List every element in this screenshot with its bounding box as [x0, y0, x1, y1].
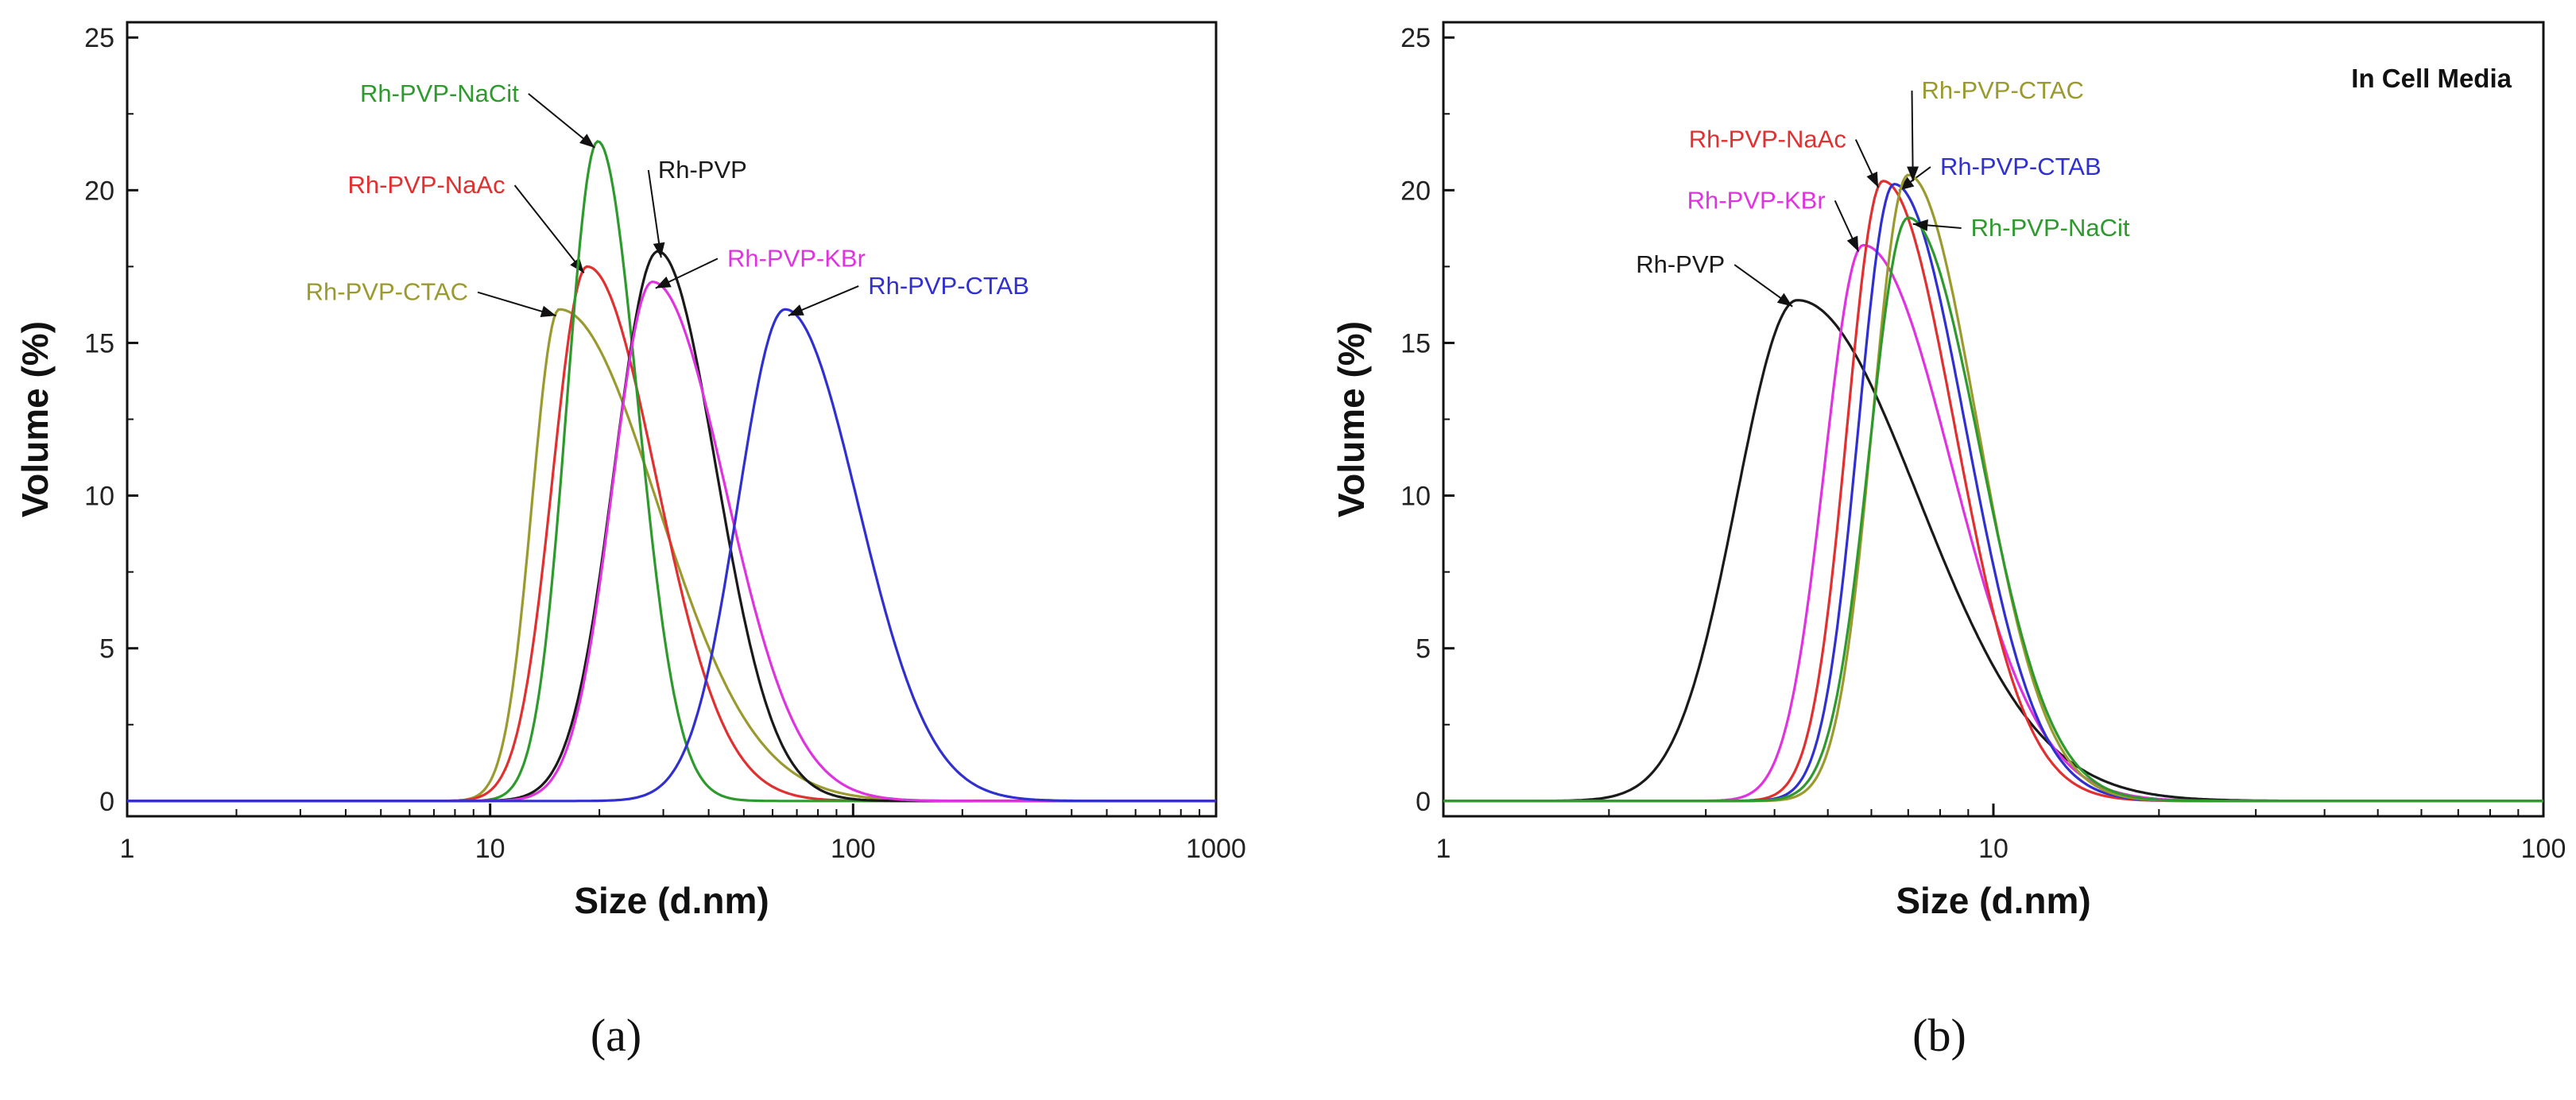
label-arrowhead-rh-pvp-ctac — [1907, 166, 1919, 182]
x-axis-title-b: Size (d.nm) — [1896, 880, 2090, 921]
y-tick-label-a: 25 — [84, 23, 114, 53]
series-label-rh-pvp-ctab: Rh-PVP-CTAB — [1940, 153, 2101, 180]
label-arrowhead-rh-pvp-nacit — [579, 134, 595, 148]
y-tick-label-b: 25 — [1400, 23, 1431, 53]
series-label-rh-pvp-kbr: Rh-PVP-KBr — [727, 244, 866, 272]
y-tick-label-b: 0 — [1416, 787, 1431, 817]
plot-frame-b — [1442, 21, 2545, 818]
series-line-rh-pvp — [127, 250, 1216, 803]
chart-panel-b: 0 5 10 15 20 25 1 10 100 Size (d.nm) Volume (%) In … — [1331, 21, 2566, 1061]
x-tick-label-a: 10 — [475, 834, 506, 864]
series-line-rh-pvp-kbr — [1443, 243, 2543, 803]
x-tick-label-b: 100 — [2521, 834, 2566, 864]
series-label-rh-pvp-nacit: Rh-PVP-NaCit — [1971, 214, 2130, 242]
series-label-rh-pvp-naac: Rh-PVP-NaAc — [347, 171, 505, 199]
series-line-rh-pvp-nacit — [1443, 216, 2543, 803]
y-tick-label-b: 10 — [1400, 482, 1431, 512]
series-line-rh-pvp-kbr — [127, 280, 1216, 803]
y-tick-label-b: 15 — [1400, 328, 1431, 358]
caption-a: (a) — [591, 1009, 641, 1061]
series-line-rh-pvp — [1443, 299, 2543, 803]
label-arrowhead-rh-pvp — [1776, 292, 1793, 307]
chart-title-b: In Cell Media — [2351, 64, 2512, 93]
y-tick-label-b: 5 — [1416, 634, 1431, 664]
y-tick-label-a: 10 — [84, 482, 114, 512]
series-label-rh-pvp: Rh-PVP — [658, 156, 747, 184]
series-line-rh-pvp-naac — [127, 265, 1216, 803]
plot-frame-a — [126, 21, 1218, 818]
y-tick-label-a: 5 — [99, 634, 114, 664]
label-arrowhead-rh-pvp — [653, 242, 665, 258]
y-tick-label-a: 15 — [84, 328, 114, 358]
series-label-rh-pvp-nacit: Rh-PVP-NaCit — [360, 79, 519, 107]
x-tick-label-a: 1 — [120, 834, 135, 864]
series-line-rh-pvp-ctab — [127, 308, 1216, 803]
x-axis-title-a: Size (d.nm) — [574, 880, 769, 921]
y-axis-title-a: Volume (%) — [14, 321, 56, 517]
label-arrowhead-rh-pvp-kbr — [655, 276, 672, 289]
y-tick-label-a: 0 — [99, 787, 114, 817]
series-label-rh-pvp-naac: Rh-PVP-NaAc — [1689, 126, 1846, 153]
caption-b: (b) — [1912, 1009, 1966, 1061]
x-tick-label-b: 10 — [1978, 834, 2009, 864]
label-arrowhead-rh-pvp-naac — [1866, 171, 1879, 188]
x-tick-label-a: 1000 — [1186, 834, 1246, 864]
y-tick-label-b: 20 — [1400, 176, 1431, 206]
y-tick-label-a: 20 — [84, 176, 114, 206]
label-arrowhead-rh-pvp-nacit — [1912, 219, 1928, 231]
series-label-rh-pvp-ctac: Rh-PVP-CTAC — [306, 278, 468, 306]
label-arrowhead-rh-pvp-ctac — [540, 305, 556, 317]
x-tick-label-b: 1 — [1436, 834, 1451, 864]
label-arrowhead-rh-pvp-kbr — [1846, 235, 1859, 252]
series-label-rh-pvp-ctac: Rh-PVP-CTAC — [1922, 76, 2084, 104]
series-label-rh-pvp-ctab: Rh-PVP-CTAB — [868, 272, 1029, 300]
chart-panel-a: 0 5 10 15 20 25 1 10 100 1000 Size (d.nm) Volume (%… — [14, 21, 1246, 1061]
label-arrow-rh-pvp-naac — [513, 184, 585, 274]
series-label-rh-pvp: Rh-PVP — [1636, 250, 1725, 278]
series-line-rh-pvp-nacit — [127, 140, 1216, 803]
series-line-rh-pvp-ctab — [1443, 182, 2543, 803]
x-tick-label-a: 100 — [831, 834, 876, 864]
y-axis-title-b: Volume (%) — [1331, 321, 1372, 517]
series-line-rh-pvp-ctac — [1443, 173, 2543, 803]
label-arrowhead-rh-pvp-ctab — [788, 304, 804, 316]
series-label-rh-pvp-kbr: Rh-PVP-KBr — [1687, 186, 1826, 214]
series-line-rh-pvp-ctac — [127, 308, 1216, 803]
label-arrowhead-rh-pvp-ctab — [1899, 176, 1915, 191]
label-arrow-rh-pvp-ctac — [1911, 91, 1914, 182]
series-line-rh-pvp-naac — [1443, 180, 2543, 803]
